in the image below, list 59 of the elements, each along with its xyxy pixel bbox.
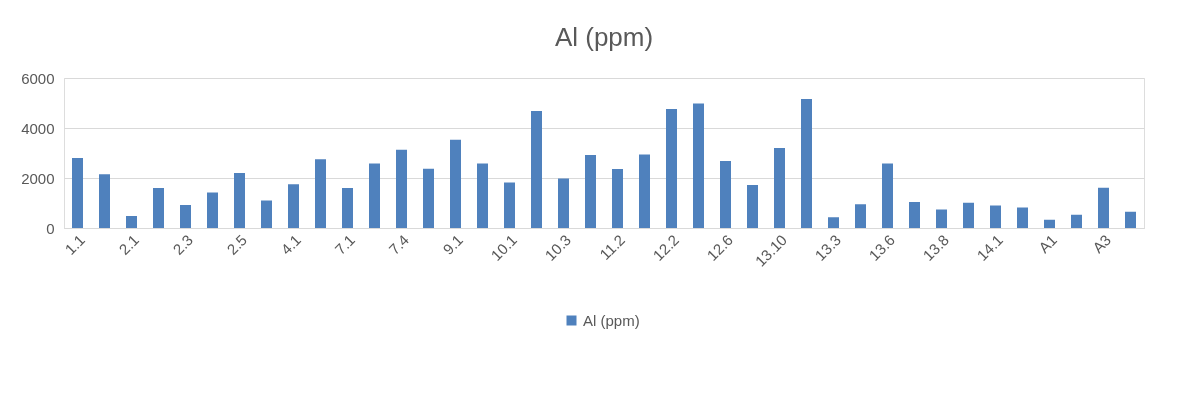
x-tick-label: 7.4	[385, 231, 413, 258]
x-tick-label: 2.5	[223, 231, 251, 258]
bar	[207, 192, 218, 228]
x-tick-label: 2.1	[115, 231, 143, 258]
bar	[909, 202, 920, 228]
y-tick-label: 0	[46, 219, 55, 237]
x-tick-label: 4.1	[277, 231, 305, 258]
bar	[1071, 214, 1082, 228]
x-tick-label: 11.2	[596, 231, 629, 263]
bar	[612, 169, 623, 228]
y-tick-label: 4000	[21, 119, 55, 137]
bar	[963, 202, 974, 228]
x-tick-label: 1.1	[61, 231, 89, 258]
x-tick-label: 7.1	[331, 231, 359, 258]
bar	[261, 200, 272, 228]
bar	[99, 174, 110, 228]
bar	[747, 185, 758, 228]
bar	[990, 205, 1001, 228]
bar	[936, 209, 947, 228]
bar	[504, 182, 515, 228]
bar	[180, 205, 191, 228]
bar	[315, 159, 326, 228]
bar	[288, 184, 299, 228]
bar	[585, 155, 596, 228]
bar	[639, 154, 650, 228]
bar	[369, 163, 380, 228]
bar	[450, 139, 461, 228]
bar	[342, 188, 353, 228]
bar	[1044, 219, 1055, 228]
x-tick-label: A1	[1035, 231, 1061, 257]
bar	[828, 217, 839, 228]
x-tick-label: A3	[1089, 231, 1115, 257]
bar	[423, 168, 434, 228]
bar	[477, 163, 488, 228]
bar	[1125, 211, 1136, 228]
bar	[72, 158, 83, 228]
bar	[531, 111, 542, 228]
bar	[1017, 207, 1028, 228]
x-tick-label: 10.1	[487, 231, 521, 264]
bar	[153, 188, 164, 228]
bar	[882, 163, 893, 228]
bar	[396, 149, 407, 228]
bar	[774, 148, 785, 228]
bar	[126, 216, 137, 228]
bar	[1098, 187, 1109, 228]
x-tick-label: 2.3	[169, 231, 197, 258]
x-tick-label: 9.1	[439, 231, 467, 258]
bar	[693, 103, 704, 228]
bar	[855, 204, 866, 228]
legend-label: Al (ppm)	[583, 311, 640, 329]
bar	[720, 161, 731, 228]
bar	[801, 99, 812, 228]
bar	[234, 173, 245, 228]
chart-title: Al (ppm)	[554, 22, 654, 52]
x-tick-label: 14.1	[973, 231, 1007, 264]
y-tick-label: 2000	[21, 169, 55, 187]
y-tick-label: 6000	[21, 69, 55, 87]
bar	[666, 109, 677, 228]
bar	[558, 178, 569, 228]
